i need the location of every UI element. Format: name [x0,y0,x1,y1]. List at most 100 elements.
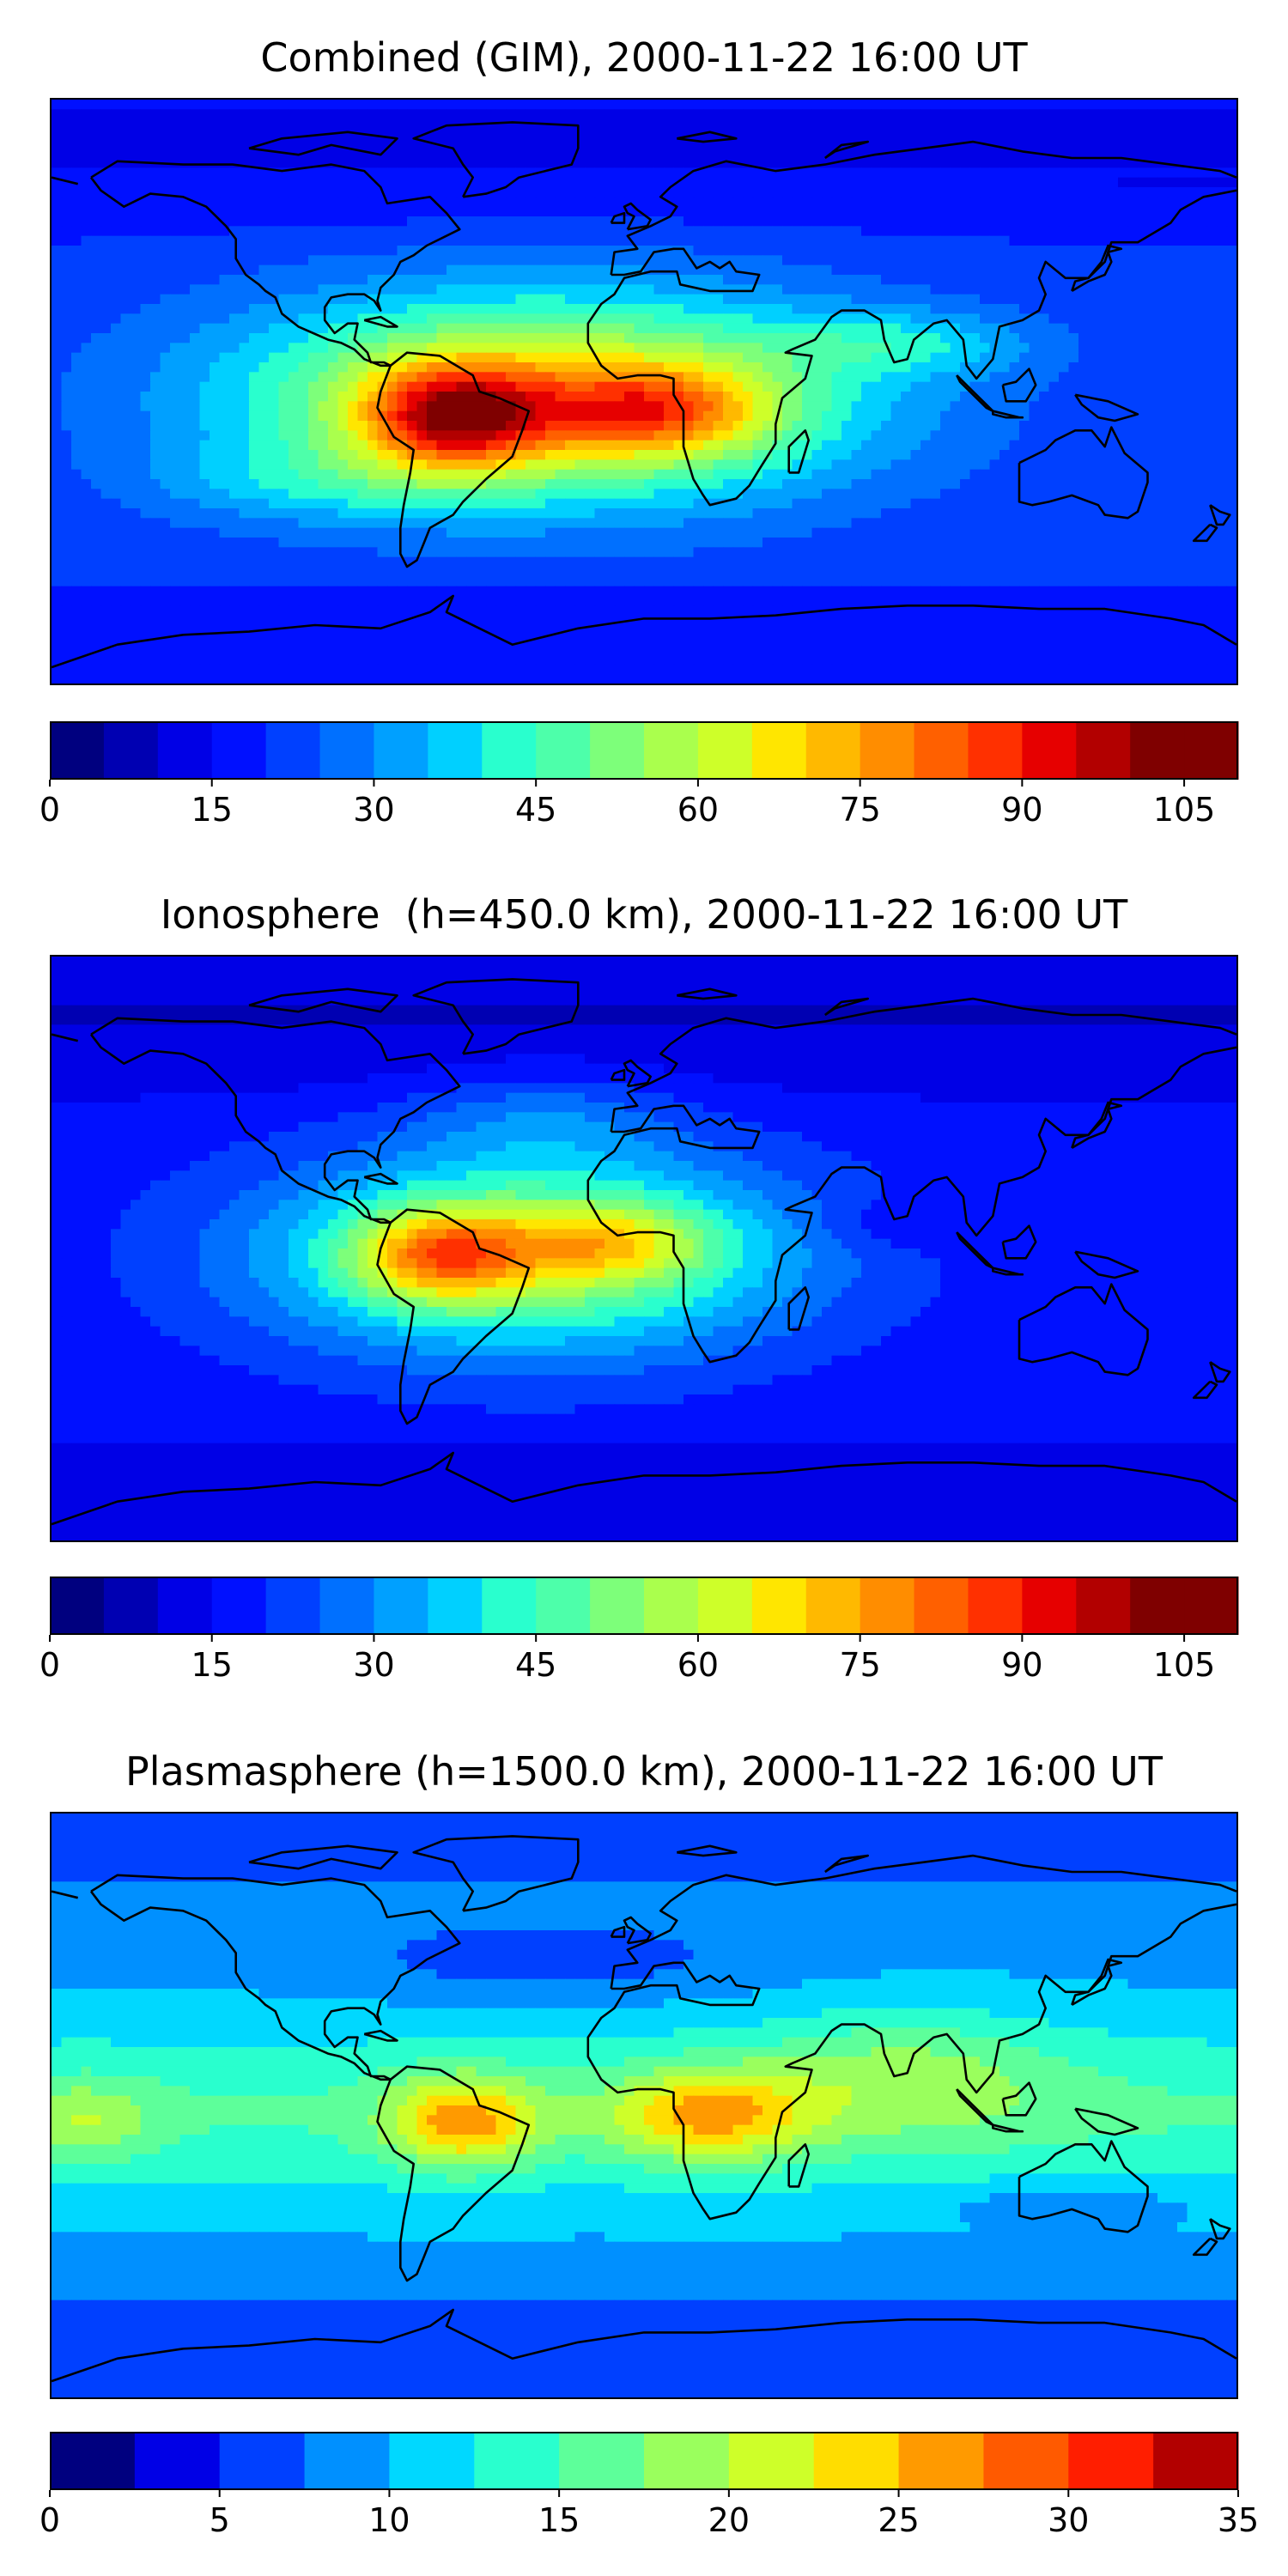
map-combined [50,98,1238,685]
colorbar-tick-label: 0 [39,791,60,829]
coastline [1018,1283,1149,1376]
colorbar-segment [644,1577,699,1635]
colorbar-segment [134,2432,221,2490]
colorbar-segment [1184,721,1239,780]
heatmap-plot [52,100,1236,683]
coastline [1074,2107,1139,2136]
colorbar-segment [103,1577,159,1635]
colorbar-segment [813,2432,900,2490]
colorbar-tick-label: 90 [1001,791,1042,829]
coastline [1071,244,1123,293]
coastline [89,1017,461,1224]
coastlines [52,121,1236,669]
colorbar-segment [319,721,374,780]
colorbar-segment [968,1577,1023,1635]
colorbar-segment [1076,1577,1131,1635]
colorbar-segment [860,721,915,780]
colorbar-frame [50,1577,1238,1635]
colorbar-segment [898,2432,984,2490]
colorbar-tick-label: 15 [191,1646,233,1684]
colorbar-segment [474,2432,560,2490]
colorbar-segment [983,2432,1069,2490]
coastline [787,429,810,474]
coastline [248,131,398,156]
coastline [586,1903,1236,2221]
coastline [89,160,461,368]
coastline [610,211,626,224]
coastline [823,140,869,160]
colorbar-segment [860,1577,915,1635]
coastline [363,1172,398,1185]
coastline [52,594,1236,669]
colorbar-segment [50,721,105,780]
coastline [992,410,1024,419]
coastline [1018,2140,1149,2233]
colorbar-tick-label: 30 [353,791,394,829]
coastline [623,1059,652,1088]
colorbar-tick-label: 20 [708,2501,750,2539]
coastline [586,1046,1236,1364]
colorbar-segment [805,1577,861,1635]
heatmap-plot [52,957,1236,1540]
map-plasmasphere [50,1812,1238,2399]
colorbar-segment [590,721,645,780]
chart-title: Ionosphere (h=450.0 km), 2000-11-22 16:0… [0,891,1288,938]
colorbar-segment [914,721,969,780]
coastline [586,189,1236,507]
colorbar-segment [265,1577,321,1635]
colorbar-segment [304,2432,390,2490]
coastline [52,176,79,185]
coastline [1192,2237,1218,2257]
heatmap-plot [52,1814,1236,2397]
coastline [677,987,738,1000]
colorbar-segment [1076,721,1131,780]
colorbar-segment [219,2432,306,2490]
colorbar: 0 15 30 45 60 75 90 105 [39,1577,1239,1684]
coastline [52,1890,79,1899]
coastline [52,2308,1236,2383]
colorbar: 0 15 30 45 60 75 90 105 [39,721,1239,829]
coastline [248,987,398,1013]
coastline [1192,1380,1218,1400]
colorbar-tick-label: 105 [1153,1646,1216,1684]
colorbar-segment [428,1577,483,1635]
colorbar-segment [1022,1577,1077,1635]
colorbar-segment [914,1577,969,1635]
coastline [1209,2218,1231,2240]
coastline [956,2088,994,2126]
colorbar-tick-label: 25 [878,2501,919,2539]
coastline [52,1451,1236,1526]
colorbar-tick-label: 0 [39,1646,60,1684]
coastline [1209,1361,1231,1383]
coastline [376,351,531,568]
coastline [992,1267,1024,1276]
field-cells [52,1814,1236,2397]
colorbar-segment [697,1577,753,1635]
colorbar-tick-label: 75 [839,791,880,829]
coastline [412,1835,580,1912]
colorbar-segment [968,721,1023,780]
coastline [376,2065,531,2282]
colorbar-segment [644,721,699,780]
coastline [956,1231,994,1269]
coastline [412,121,580,198]
coastline [412,978,580,1055]
coastline [376,1208,531,1425]
coastline [610,1854,1236,1990]
coastline [89,1874,461,2081]
colorbar-tick-label: 15 [538,2501,580,2539]
colorbar-segment [374,721,428,780]
colorbar-segment [319,1577,374,1635]
coastline [1209,504,1231,526]
coastline [787,1286,810,1331]
coastline [1018,426,1149,519]
colorbar-tick-label: 45 [515,791,556,829]
colorbar-tick-label: 30 [1048,2501,1089,2539]
coastline [1192,523,1218,543]
colorbar-tick-label: 90 [1001,1646,1042,1684]
colorbar-segment [482,721,537,780]
colorbar-tick-label: 35 [1218,2501,1259,2539]
colorbar-segment [728,2432,815,2490]
field-cells [52,100,1236,683]
coastline [610,140,1236,276]
